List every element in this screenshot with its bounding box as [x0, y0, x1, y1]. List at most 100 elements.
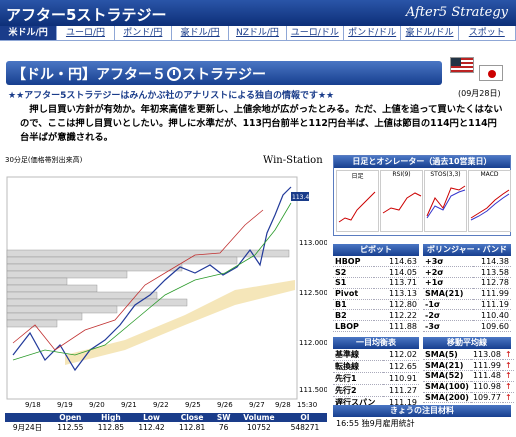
- current-price-marker: [291, 192, 309, 201]
- row-label: Pivot: [333, 288, 375, 300]
- row-value: 111.88: [374, 320, 419, 333]
- row-value: 113.08: [470, 349, 503, 361]
- pivot-title: ピボット: [333, 244, 419, 256]
- table-row: S2 114.05: [333, 266, 419, 279]
- header-bar: アフター5ストラテジー After5 Strategy: [0, 0, 516, 26]
- tab-gbpusd[interactable]: ポンド/ドル: [343, 26, 402, 40]
- row-label: 転換線: [333, 360, 383, 373]
- pivot-panel: ピボット HBOP 114.63 S2 114.05 S1 113.71 Pivot 1…: [333, 244, 419, 333]
- row-label: +3σ: [423, 256, 474, 268]
- row-value: 110.40: [473, 309, 511, 322]
- report-date: (09月28日): [458, 89, 501, 98]
- us-flag-icon: [450, 57, 474, 73]
- ohlc-cell: 112.42: [138, 423, 165, 432]
- table-row: SMA(100) 110.98 ↑: [423, 381, 514, 393]
- chart-svg: 113.460 113.000 112.500 112.000 111.500 …: [6, 176, 327, 409]
- table-row: SMA(200) 109.77 ↑: [423, 392, 514, 404]
- row-value: 113.71: [374, 277, 419, 289]
- current-price: 113.460: [292, 194, 317, 201]
- tab-audusd[interactable]: 豪ドル/ドル: [401, 26, 459, 40]
- row-label: SMA(52): [423, 370, 471, 382]
- row-value: 112.02: [382, 349, 419, 361]
- table-row: LBOP 111.88: [333, 320, 419, 333]
- ohlc-cell: 9月24日: [12, 423, 43, 432]
- section-title: 【ドル・円】アフター５ ストラテジー: [12, 64, 266, 84]
- ohlc-table: Open High Low Close SW Volume OI 9月24日 1…: [5, 413, 327, 433]
- tab-audjpy[interactable]: 豪ドル/円: [171, 26, 230, 40]
- table-row: SMA(52) 111.48 ↑: [423, 370, 514, 382]
- oscillator-label: MACD: [480, 171, 499, 178]
- table-row: SMA(21) 111.99 ↑: [423, 359, 514, 372]
- row-label: 先行1: [333, 372, 383, 385]
- price-line: [12, 186, 292, 372]
- x-tick: 15:30: [297, 401, 317, 409]
- oscillator-label: STOS(3,3): [430, 171, 461, 178]
- clock-icon: [167, 67, 181, 81]
- row-value: 112.78: [473, 277, 511, 289]
- row-value: 113.13: [374, 288, 419, 300]
- ohlc-header: OI: [282, 413, 327, 422]
- up-arrow-icon: ↑: [502, 349, 514, 361]
- brand-logo: After5 Strategy: [405, 5, 508, 20]
- tab-eurjpy[interactable]: ユーロ/円: [57, 26, 115, 40]
- table-row: SMA(5) 113.08 ↑: [423, 349, 514, 361]
- oscillator-label: 日足: [351, 173, 364, 180]
- ohlc-header: SW: [212, 413, 235, 422]
- oscillator-label: RSI(9): [392, 171, 411, 178]
- table-row: -2σ 110.40: [423, 309, 511, 322]
- x-tick: 9/20: [89, 401, 105, 409]
- ohlc-header: Open: [50, 413, 91, 422]
- moving-average-line: [12, 202, 292, 361]
- table-row: +1σ 112.78: [423, 277, 511, 289]
- table-row: -1σ 111.19: [423, 299, 511, 311]
- row-label: S2: [333, 266, 375, 279]
- ichimoku-cloud: [65, 280, 295, 365]
- tab-spot[interactable]: スポット: [458, 26, 516, 40]
- row-label: -1σ: [423, 299, 474, 311]
- y-tick: 112.000: [299, 339, 327, 347]
- bollinger-title: ボリンジャー・バンド: [423, 244, 511, 256]
- table-row: 先行2 111.27: [333, 384, 419, 397]
- headline: ★★アフター5ストラテジーはみんかぶ社のアナリストによる独自の情報です★★: [8, 91, 335, 101]
- table-row: 転換線 112.65: [333, 360, 419, 373]
- y-tick: 113.000: [299, 239, 327, 247]
- tab-nzdjpy[interactable]: NZドル/円: [229, 26, 287, 40]
- table-row: Pivot 113.13: [333, 288, 419, 300]
- app-title: アフター5ストラテジー: [6, 6, 167, 24]
- table-row: 基準線 112.02: [333, 349, 419, 361]
- tab-eurusd[interactable]: ユーロ/ドル: [286, 26, 344, 40]
- x-tick: 9/18: [25, 401, 41, 409]
- price-chart: 30分足(価格帯別出来高) Win-Station 113.460 113.00…: [5, 155, 327, 413]
- chart-caption: 30分足(価格帯別出来高): [5, 156, 83, 164]
- row-value: 111.48: [470, 370, 503, 382]
- ohlc-cell: 10752: [246, 423, 271, 432]
- row-label: S1: [333, 277, 375, 289]
- row-label: 基準線: [333, 349, 383, 361]
- section-title-post: ストラテジー: [182, 67, 266, 83]
- row-label: HBOP: [333, 256, 375, 268]
- row-value: 111.27: [382, 384, 419, 397]
- table-row: B2 112.22: [333, 309, 419, 322]
- y-tick: 112.500: [299, 289, 327, 297]
- ohlc-cell: 76: [218, 423, 229, 432]
- news-item[interactable]: 16:55 独9月雇用統計: [336, 419, 415, 428]
- tab-usdjpy[interactable]: 米ドル/円: [0, 26, 58, 40]
- table-row: SMA(21) 111.99: [423, 288, 511, 300]
- tab-gbpjpy[interactable]: ポンド/円: [114, 26, 172, 40]
- row-value: 112.65: [382, 360, 419, 373]
- row-value: 114.38: [473, 256, 511, 268]
- row-label: +2σ: [423, 266, 474, 279]
- ohlc-header: [5, 413, 51, 422]
- x-tick: 9/21: [121, 401, 137, 409]
- section-title-bar: 【ドル・円】アフター５ ストラテジー: [6, 61, 442, 85]
- row-label: 先行2: [333, 384, 383, 397]
- up-arrow-icon: ↑: [502, 370, 514, 382]
- ohlc-header: Volume: [234, 413, 283, 422]
- japan-flag-icon: [479, 65, 503, 81]
- x-tick: 9/19: [57, 401, 73, 409]
- row-value: 110.91: [382, 372, 419, 385]
- strategy-comment: 押し目買い方針が有効か。年初来高値を更新し、上値余地が広がったとみる。ただ、上値…: [20, 104, 503, 143]
- row-label: SMA(21): [423, 359, 471, 372]
- x-tick: 9/22: [153, 401, 169, 409]
- up-arrow-icon: ↑: [502, 381, 514, 393]
